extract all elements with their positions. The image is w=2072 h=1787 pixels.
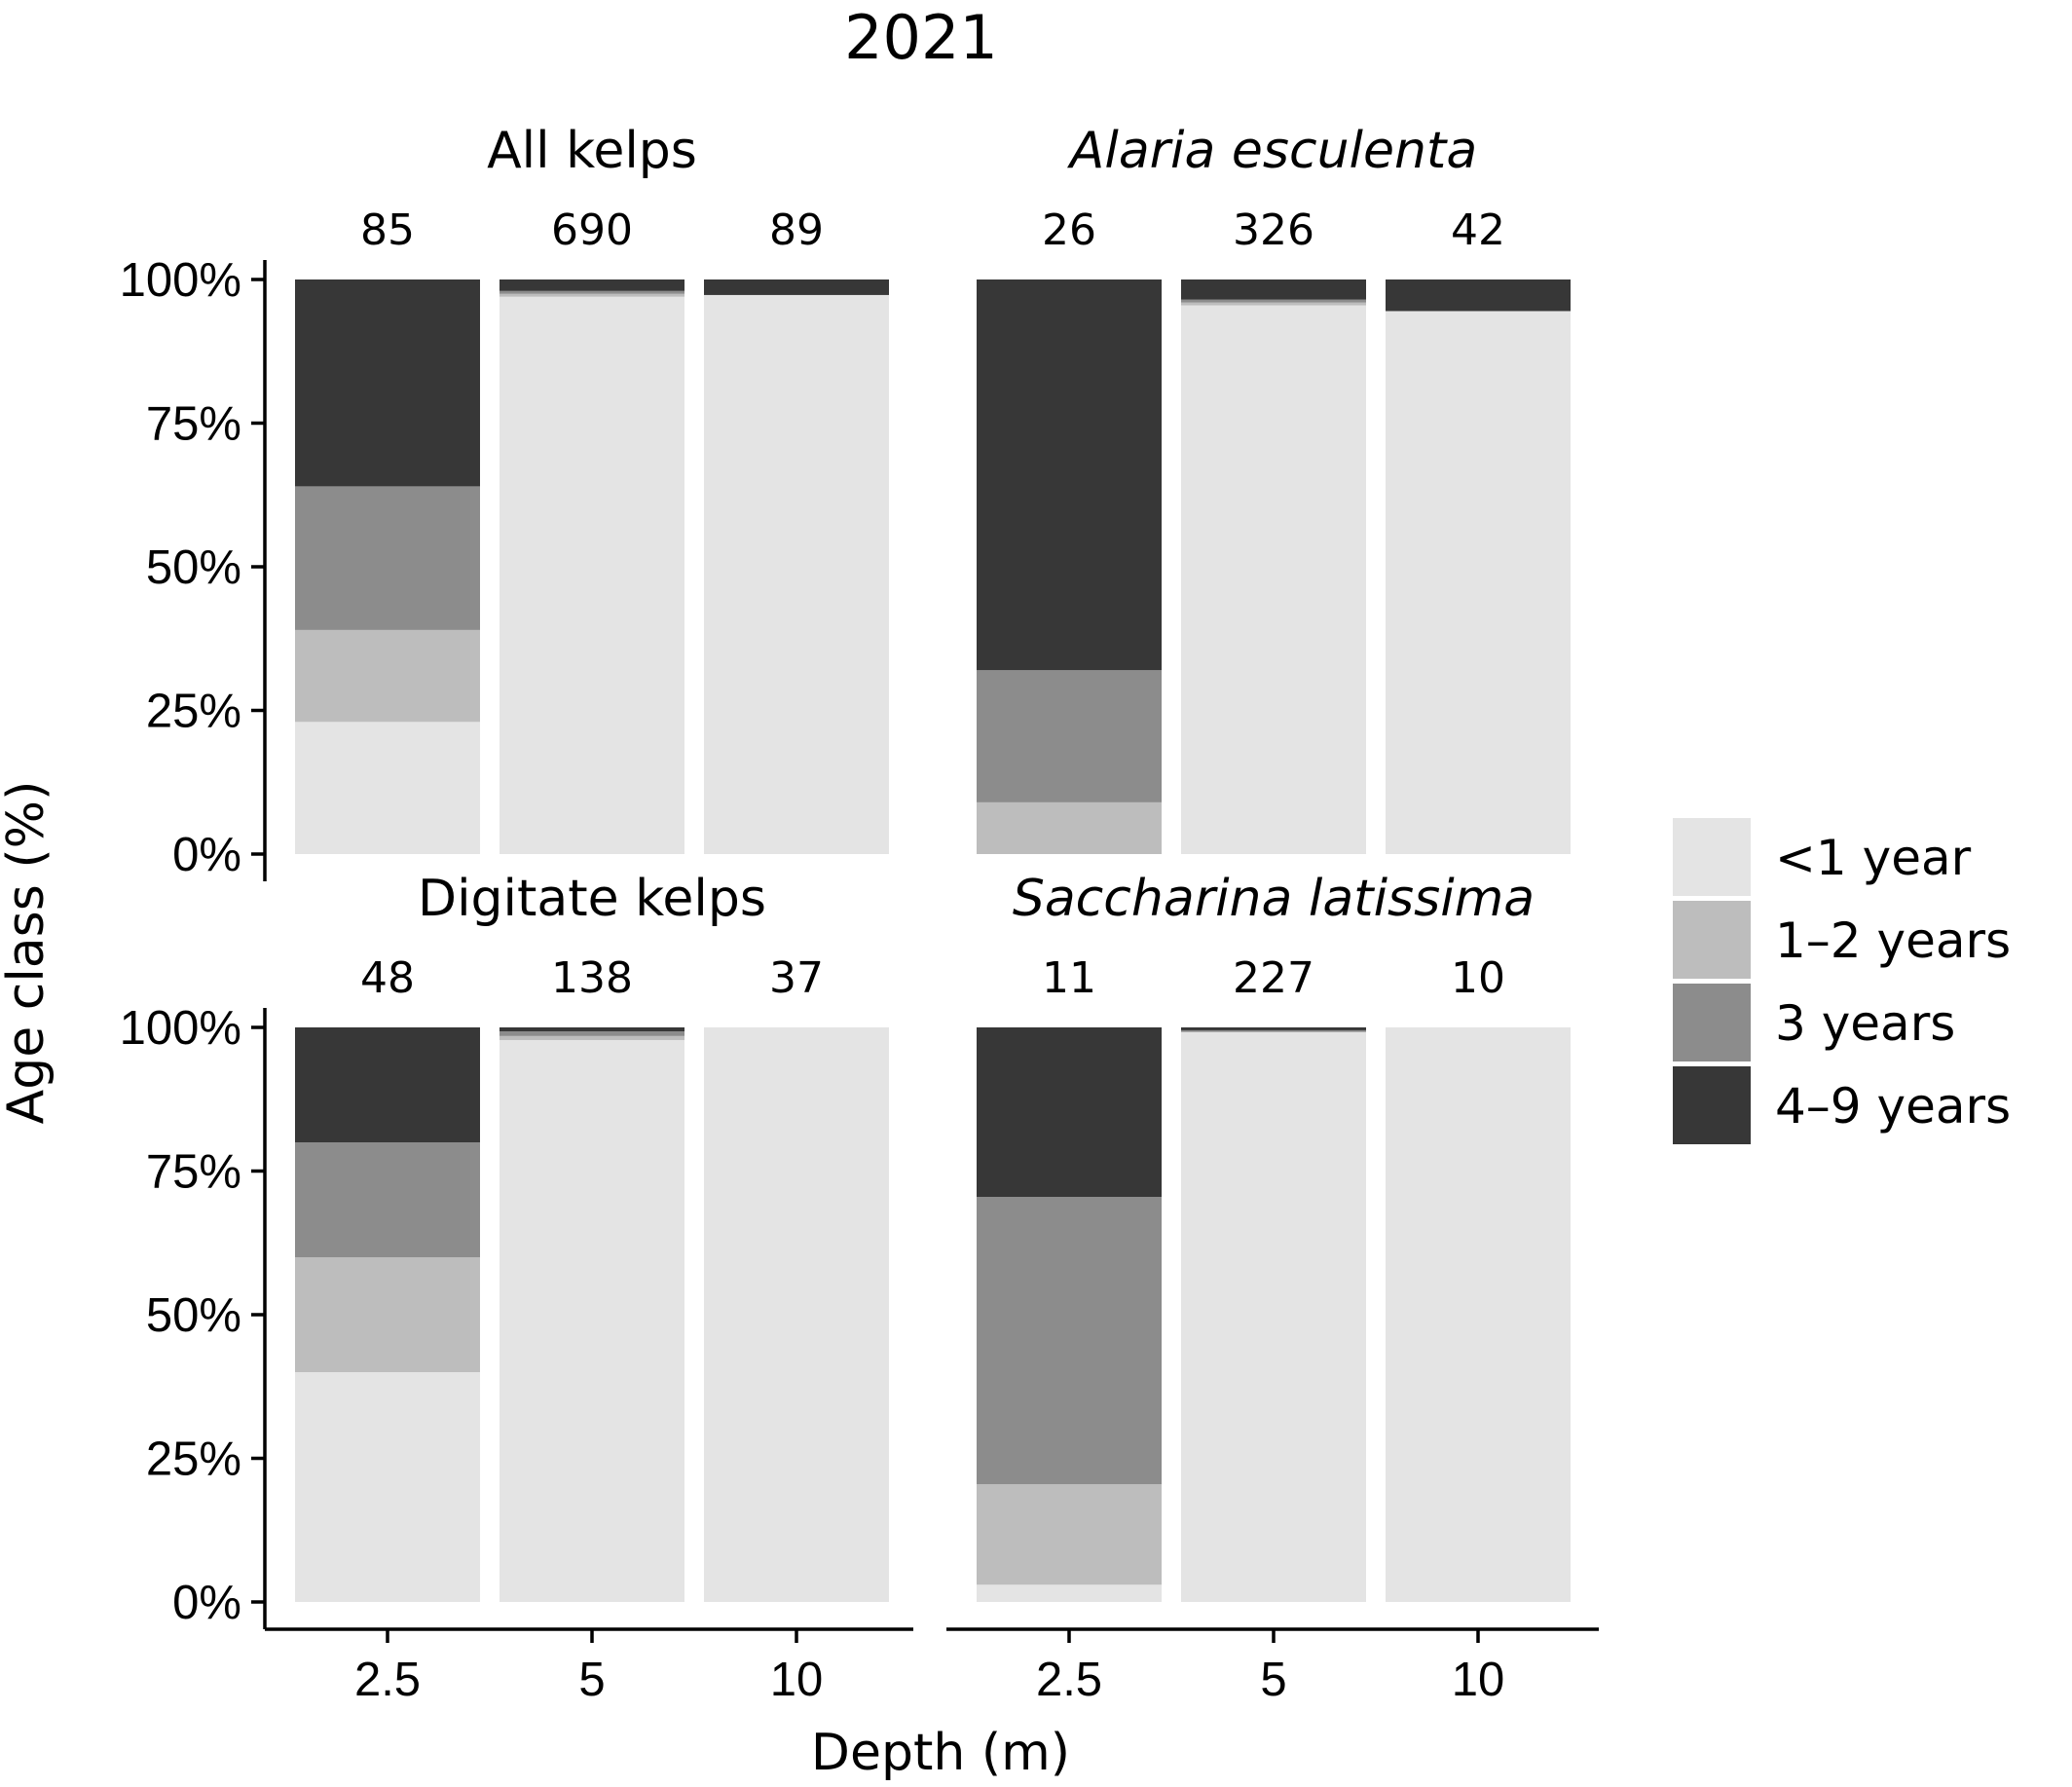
x-axis-title: Depth (m) [811, 1724, 1070, 1782]
panel-title: All kelps [487, 122, 697, 180]
bar-segment [704, 1027, 889, 1602]
panel-title: Digitate kelps [418, 870, 766, 928]
bar-segment [977, 670, 1162, 802]
bar-segment [1181, 302, 1366, 306]
x-tick-label: 5 [578, 1654, 605, 1706]
count-label: 227 [1233, 953, 1314, 1003]
legend-label: 3 years [1775, 995, 1955, 1052]
x-tick-label: 5 [1260, 1654, 1286, 1706]
bar-segment [500, 1031, 684, 1036]
bar-segment [500, 296, 684, 854]
y-tick-label: 75% [146, 398, 241, 451]
y-tick-label: 0% [172, 1577, 241, 1629]
count-label: 37 [769, 953, 824, 1003]
chart-title: 2021 [844, 2, 998, 73]
legend-swatch [1673, 1066, 1751, 1144]
bar-segment [1386, 1027, 1571, 1602]
bar-segment [704, 294, 889, 854]
bar-segment [1181, 305, 1366, 854]
axes: 0% 25% 50% 75% 100% 0% 25% 50% 75% 100% 2.5 5 10 2.5 5… [120, 254, 1599, 1706]
bar-segment [1181, 299, 1366, 303]
y-tick-label: 25% [146, 686, 241, 738]
bar-segment [295, 629, 480, 723]
y-tick-label: 0% [172, 829, 241, 881]
bar-segment [295, 722, 480, 854]
bar-segment [500, 290, 684, 294]
bar-segment [295, 1372, 480, 1602]
bar-segment [500, 1039, 684, 1602]
legend-label: <1 year [1775, 830, 1972, 886]
bar-segment [1386, 311, 1571, 854]
legend-label: 1–2 years [1775, 912, 2011, 969]
legend-label: 4–9 years [1775, 1078, 2011, 1135]
bar-segment [1181, 1029, 1366, 1032]
bar-segment [977, 1584, 1162, 1602]
bar-segment [500, 293, 684, 297]
bar-segment [500, 1027, 684, 1032]
y-tick-label: 100% [120, 1002, 241, 1055]
bar-segment [977, 801, 1162, 854]
bar-segment [1181, 1031, 1366, 1602]
count-label: 10 [1451, 953, 1505, 1003]
count-label: 85 [360, 205, 415, 255]
bar-segment [977, 1027, 1162, 1198]
y-tick-label: 25% [146, 1433, 241, 1486]
panel-3: Saccharina latissima 11 227 10 [977, 870, 1571, 1602]
y-tick-label: 50% [146, 1289, 241, 1342]
y-tick-label: 50% [146, 541, 241, 594]
bar-segment [1181, 279, 1366, 300]
count-label: 138 [551, 953, 633, 1003]
count-label: 11 [1042, 953, 1096, 1003]
bar-segment [977, 1484, 1162, 1585]
count-label: 26 [1042, 205, 1096, 255]
x-tick-label: 2.5 [354, 1654, 421, 1706]
bar-segment [295, 1257, 480, 1372]
bar-segment [977, 1197, 1162, 1485]
bar-segment [500, 1035, 684, 1040]
facet-panels: All kelps 85 690 89 Alaria esculenta 26 326 42 D… [295, 122, 1571, 1602]
panel-0: All kelps 85 690 89 [295, 122, 889, 854]
x-tick-label: 10 [1452, 1654, 1505, 1706]
bar-segment [295, 279, 480, 487]
x-tick-label: 2.5 [1036, 1654, 1102, 1706]
count-label: 326 [1233, 205, 1314, 255]
y-axis-title: Age class (%) [0, 781, 56, 1125]
x-tick-label: 10 [770, 1654, 824, 1706]
bar-segment [1386, 279, 1571, 312]
panel-title: Alaria esculenta [1067, 122, 1477, 180]
legend-swatch [1673, 901, 1751, 979]
count-label: 690 [551, 205, 633, 255]
bar-segment [1181, 1027, 1366, 1030]
bar-segment [295, 1027, 480, 1142]
bar-segment [295, 486, 480, 630]
y-tick-label: 100% [120, 254, 241, 307]
bar-segment [500, 279, 684, 291]
legend-swatch [1673, 818, 1751, 896]
panel-1: Alaria esculenta 26 326 42 [977, 122, 1571, 854]
y-tick-label: 75% [146, 1146, 241, 1199]
bar-segment [295, 1142, 480, 1257]
legend-swatch [1673, 984, 1751, 1061]
count-label: 89 [769, 205, 824, 255]
bar-segment [704, 279, 889, 295]
bar-segment [977, 279, 1162, 671]
panel-title: Saccharina latissima [1013, 870, 1535, 928]
count-label: 42 [1451, 205, 1505, 255]
legend: <1 year 1–2 years 3 years 4–9 years [1673, 818, 2011, 1144]
count-label: 48 [360, 953, 415, 1003]
